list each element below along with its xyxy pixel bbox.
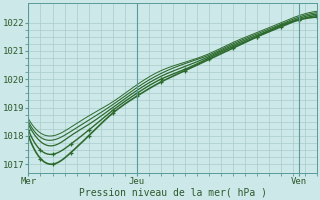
X-axis label: Pression niveau de la mer( hPa ): Pression niveau de la mer( hPa ) [79,187,267,197]
